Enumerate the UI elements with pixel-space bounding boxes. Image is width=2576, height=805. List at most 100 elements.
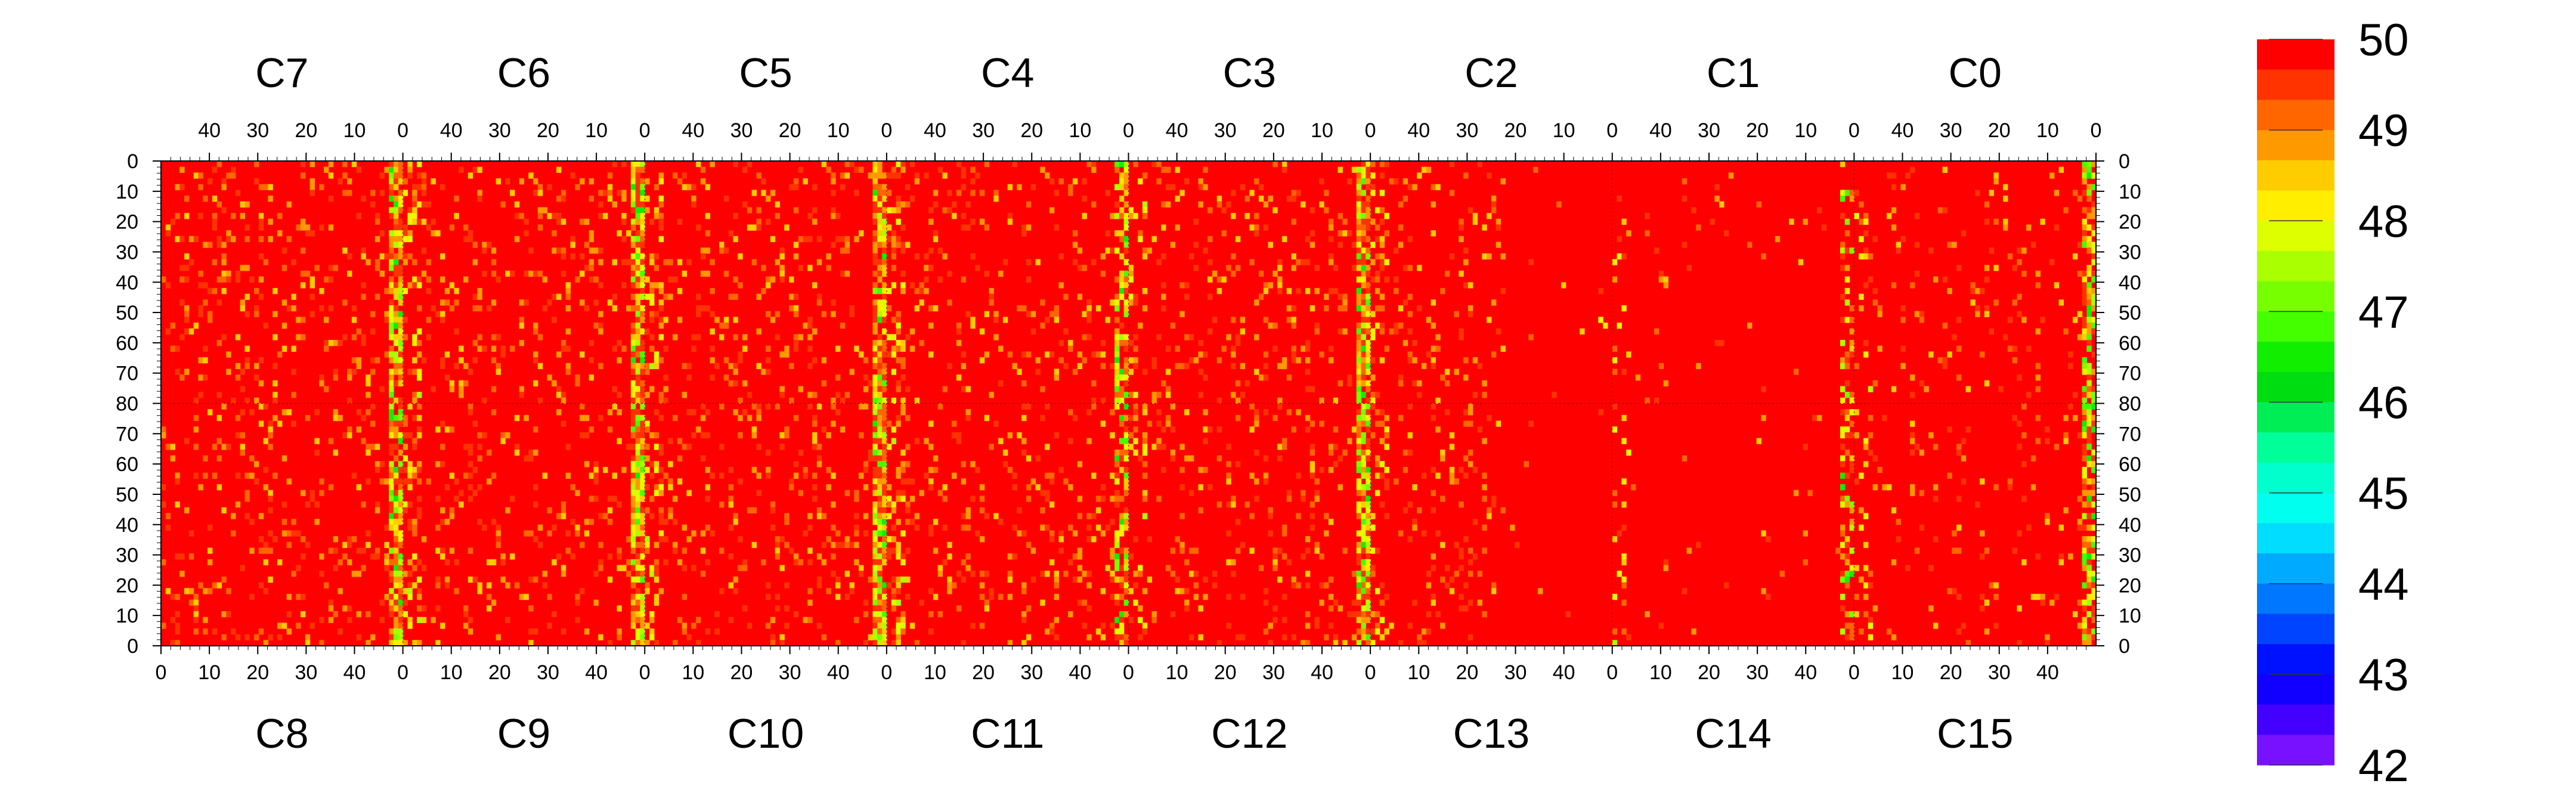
heatmap-cell [630,426,636,433]
heatmap-cell [1714,184,1720,190]
heatmap-cell [896,588,901,595]
heatmap-cell [640,161,645,168]
heatmap-cell [1844,317,1850,323]
heatmap-cell [738,536,743,543]
heatmap-cell [1840,213,1846,219]
heatmap-cell [472,242,478,248]
heatmap-cell [816,455,822,462]
heatmap-cell [1254,478,1259,485]
heatmap-cell [882,236,887,243]
heatmap-cell [1123,201,1129,208]
heatmap-cell [1072,242,1078,248]
heatmap-cell [1747,323,1753,329]
heatmap-cell [1007,593,1013,600]
heatmap-cell [1459,224,1464,231]
heatmap-cell [1040,571,1045,577]
heatmap-cell [1366,444,1371,450]
heatmap-cell [1133,345,1138,352]
heatmap-cell [942,172,948,179]
heatmap-cell [1440,449,1445,456]
heatmap-cell [1928,605,1934,612]
heatmap-cell [630,617,636,623]
heatmap-cell [398,628,404,635]
heatmap-cell [1291,253,1296,260]
heatmap-cell [244,496,250,502]
heatmap-cell [635,559,641,566]
heatmap-cell [170,323,175,329]
heatmap-cell [1198,369,1203,375]
heatmap-cell [268,444,273,450]
heatmap-cell [1114,369,1120,375]
heatmap-cell [333,611,339,618]
heatmap-cell [747,623,753,629]
heatmap-cell [956,438,962,444]
heatmap-cell [1849,432,1854,439]
heatmap-cell [412,519,417,525]
heatmap-cell [872,420,878,427]
heatmap-cell [1612,403,1618,410]
heatmap-cell [589,340,595,346]
heatmap-cell [1435,472,1441,479]
heatmap-cell [1612,628,1618,635]
heatmap-cell [900,628,906,635]
heatmap-cell [394,582,399,589]
heatmap-cell [1184,588,1190,595]
heatmap-cell [1123,287,1129,295]
heatmap-cell [342,190,348,196]
heatmap-cell [882,397,887,404]
heatmap-cell [1040,166,1045,173]
heatmap-cell [1054,311,1060,317]
heatmap-cell [872,287,878,295]
heatmap-cell [640,340,645,346]
heatmap-cell [2086,409,2092,416]
heatmap-cell [1138,605,1143,612]
heatmap-cell [854,559,859,566]
heatmap-cell [635,242,641,248]
heatmap-cell [389,299,394,306]
heatmap-cell [398,559,404,566]
heatmap-cell [928,420,934,427]
heatmap-cell [1026,351,1032,358]
heatmap-cell [1621,305,1627,312]
heatmap-cell [900,287,906,295]
heatmap-cell [2082,369,2087,375]
heatmap-cell [1119,565,1125,571]
heatmap-cell [677,317,683,323]
heatmap-cell [942,386,948,392]
heatmap-cell [1454,541,1459,549]
heatmap-cell [1231,190,1236,196]
heatmap-cell [900,490,906,496]
heatmap-cell [170,617,175,623]
heatmap-cell [872,611,878,618]
heatmap-cell [412,392,417,398]
heatmap-cell [900,282,906,289]
heatmap-cell [607,426,613,433]
heatmap-cell [728,524,734,531]
heatmap-cell [1188,490,1194,496]
heatmap-cell [198,392,203,398]
heatmap-cell [891,588,897,595]
heatmap-cell [1114,501,1120,508]
heatmap-cell [645,444,650,450]
heatmap-cell [710,161,715,168]
heatmap-cell [1123,559,1129,566]
heatmap-cell [249,409,255,416]
heatmap-cell [961,559,967,566]
heatmap-cell [798,386,804,392]
heatmap-cell [1309,444,1315,450]
heatmap-cell [766,357,771,364]
heatmap-cell [505,270,510,277]
heatmap-cell [1859,507,1864,513]
heatmap-cell [1337,242,1343,248]
heatmap-cell [877,628,883,635]
heatmap-cell [1114,351,1120,358]
heatmap-cell [635,438,641,444]
heatmap-cell [877,334,883,340]
heatmap-cell [914,438,920,444]
heatmap-cell [1058,536,1064,543]
heatmap-cell [281,247,287,254]
heatmap-cell [649,253,655,260]
heatmap-cell [877,553,883,560]
heatmap-cell [905,386,911,392]
heatmap-cell [301,247,306,254]
